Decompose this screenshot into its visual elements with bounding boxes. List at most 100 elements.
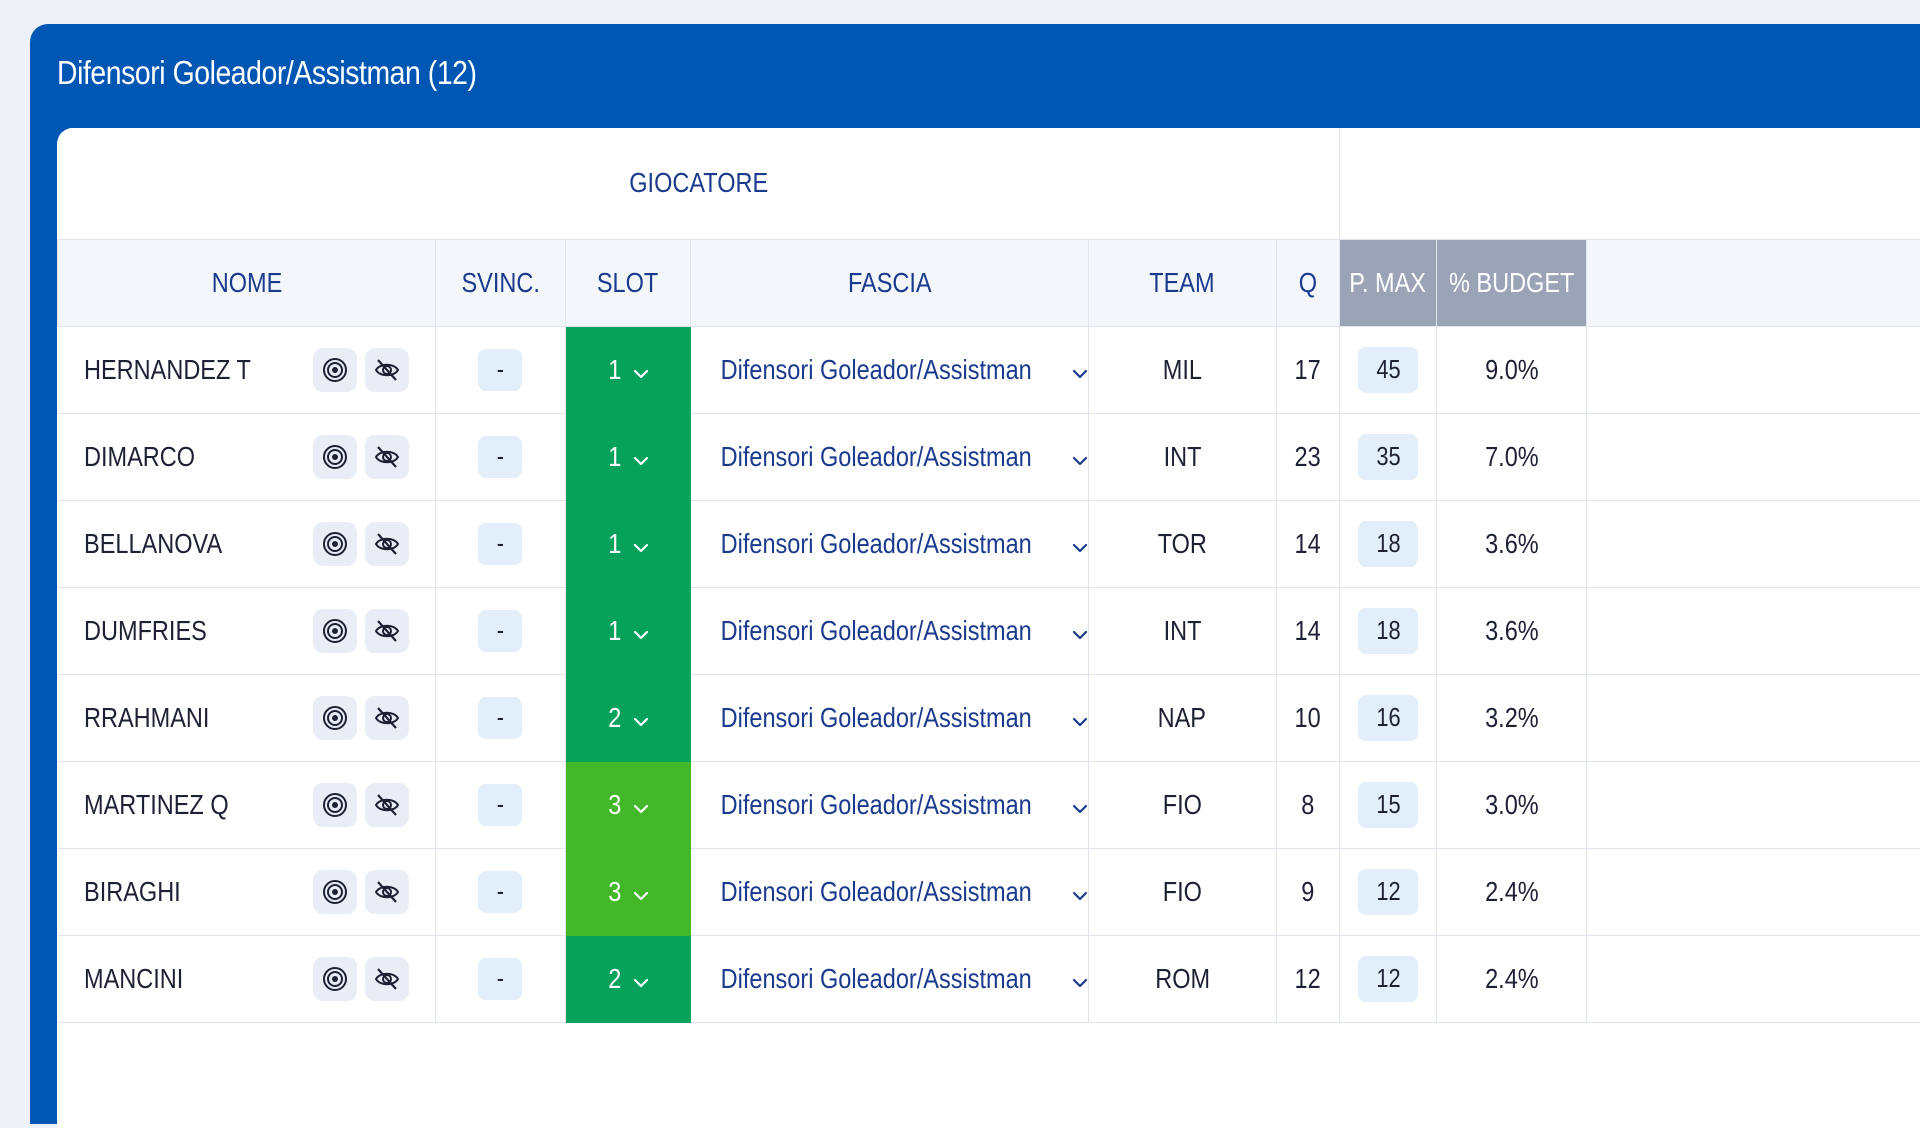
column-header-fascia[interactable]: FASCIA: [691, 239, 1088, 326]
pmax-input[interactable]: 16: [1358, 695, 1418, 741]
pmax-input[interactable]: 15: [1358, 782, 1418, 828]
target-button[interactable]: [313, 870, 357, 914]
column-header-team[interactable]: TEAM: [1088, 239, 1276, 326]
fascia-value: Difensori Goleador/Assistman: [721, 702, 1032, 734]
row-actions: [313, 696, 409, 740]
slot-cell[interactable]: 3: [565, 848, 691, 935]
hide-button[interactable]: [365, 783, 409, 827]
chevron-down-icon: [633, 977, 649, 989]
budget-cell: 9.0%: [1436, 326, 1586, 413]
slot-cell[interactable]: 2: [565, 935, 691, 1022]
eye-off-icon: [373, 356, 401, 384]
svinc-button[interactable]: -: [478, 697, 522, 739]
column-header-svinc[interactable]: SVINC.: [436, 239, 565, 326]
chevron-down-icon: [1072, 977, 1088, 989]
row-actions: [313, 870, 409, 914]
hide-button[interactable]: [365, 696, 409, 740]
chevron-down-icon: [1072, 890, 1088, 902]
column-header-q[interactable]: Q: [1276, 239, 1339, 326]
fascia-value: Difensori Goleador/Assistman: [721, 876, 1032, 908]
pmax-input[interactable]: 18: [1358, 608, 1418, 654]
svinc-cell: -: [436, 761, 565, 848]
team-cell: TOR: [1088, 500, 1276, 587]
slot-cell[interactable]: 1: [565, 413, 691, 500]
svinc-cell: -: [436, 848, 565, 935]
players-table-card: GIOCATORE NOME SVINC. SLOT FASCIA TEAM Q…: [57, 128, 1920, 1128]
svinc-button[interactable]: -: [478, 958, 522, 1000]
chevron-down-icon: [633, 890, 649, 902]
hide-button[interactable]: [365, 870, 409, 914]
slot-cell[interactable]: 1: [565, 326, 691, 413]
budget-cell: 2.4%: [1436, 848, 1586, 935]
svinc-cell: -: [436, 674, 565, 761]
pmax-input[interactable]: 18: [1358, 521, 1418, 567]
pmax-input[interactable]: 45: [1358, 347, 1418, 393]
hide-button[interactable]: [365, 435, 409, 479]
q-cell: 12: [1276, 935, 1339, 1022]
team-cell: NAP: [1088, 674, 1276, 761]
fascia-value: Difensori Goleador/Assistman: [721, 528, 1032, 560]
target-button[interactable]: [313, 522, 357, 566]
hide-button[interactable]: [365, 609, 409, 653]
fascia-dropdown[interactable]: Difensori Goleador/Assistman: [691, 935, 1088, 1022]
slot-cell[interactable]: 1: [565, 587, 691, 674]
pmax-cell: 45: [1340, 326, 1437, 413]
row-actions: [313, 348, 409, 392]
pmax-cell: 15: [1340, 761, 1437, 848]
svinc-cell: -: [436, 587, 565, 674]
svinc-button[interactable]: -: [478, 349, 522, 391]
fascia-dropdown[interactable]: Difensori Goleador/Assistman: [691, 848, 1088, 935]
chevron-down-icon: [633, 368, 649, 380]
player-name: MANCINI: [84, 963, 183, 995]
eye-off-icon: [373, 965, 401, 993]
slot-cell[interactable]: 3: [565, 761, 691, 848]
target-button[interactable]: [313, 957, 357, 1001]
row-actions: [313, 957, 409, 1001]
fascia-value: Difensori Goleador/Assistman: [721, 354, 1032, 386]
target-button[interactable]: [313, 696, 357, 740]
pmax-input[interactable]: 12: [1358, 869, 1418, 915]
column-header-slot[interactable]: SLOT: [565, 239, 691, 326]
svinc-button[interactable]: -: [478, 871, 522, 913]
player-group-panel: Difensori Goleador/Assistman (12) GIOCAT…: [30, 24, 1920, 1124]
extra-cell: [1587, 674, 1920, 761]
fascia-value: Difensori Goleador/Assistman: [721, 615, 1032, 647]
column-header-row: NOME SVINC. SLOT FASCIA TEAM Q P. MAX % …: [58, 239, 1920, 326]
column-header-nome[interactable]: NOME: [58, 239, 436, 326]
svinc-cell: -: [436, 413, 565, 500]
fascia-dropdown[interactable]: Difensori Goleador/Assistman: [691, 674, 1088, 761]
pmax-input[interactable]: 35: [1358, 434, 1418, 480]
fascia-dropdown[interactable]: Difensori Goleador/Assistman: [691, 326, 1088, 413]
budget-cell: 7.0%: [1436, 413, 1586, 500]
svinc-button[interactable]: -: [478, 436, 522, 478]
fascia-dropdown[interactable]: Difensori Goleador/Assistman: [691, 761, 1088, 848]
fascia-dropdown[interactable]: Difensori Goleador/Assistman: [691, 587, 1088, 674]
slot-cell[interactable]: 2: [565, 674, 691, 761]
extra-cell: [1587, 413, 1920, 500]
column-header-budget[interactable]: % BUDGET: [1436, 239, 1586, 326]
players-table: GIOCATORE NOME SVINC. SLOT FASCIA TEAM Q…: [57, 128, 1920, 1023]
target-button[interactable]: [313, 609, 357, 653]
player-name-cell: MARTINEZ Q: [58, 761, 436, 848]
pmax-input[interactable]: 12: [1358, 956, 1418, 1002]
hide-button[interactable]: [365, 348, 409, 392]
table-row: BELLANOVA -: [58, 500, 1920, 587]
column-header-pmax[interactable]: P. MAX: [1340, 239, 1437, 326]
column-header-extra: [1587, 239, 1920, 326]
svinc-button[interactable]: -: [478, 523, 522, 565]
hide-button[interactable]: [365, 957, 409, 1001]
target-button[interactable]: [313, 348, 357, 392]
target-icon: [322, 966, 348, 992]
target-button[interactable]: [313, 783, 357, 827]
slot-cell[interactable]: 1: [565, 500, 691, 587]
pmax-cell: 16: [1340, 674, 1437, 761]
svinc-button[interactable]: -: [478, 610, 522, 652]
svinc-button[interactable]: -: [478, 784, 522, 826]
player-name-cell: HERNANDEZ T: [58, 326, 436, 413]
hide-button[interactable]: [365, 522, 409, 566]
fascia-dropdown[interactable]: Difensori Goleador/Assistman: [691, 413, 1088, 500]
pmax-cell: 18: [1340, 587, 1437, 674]
fascia-dropdown[interactable]: Difensori Goleador/Assistman: [691, 500, 1088, 587]
player-name-cell: DIMARCO: [58, 413, 436, 500]
target-button[interactable]: [313, 435, 357, 479]
